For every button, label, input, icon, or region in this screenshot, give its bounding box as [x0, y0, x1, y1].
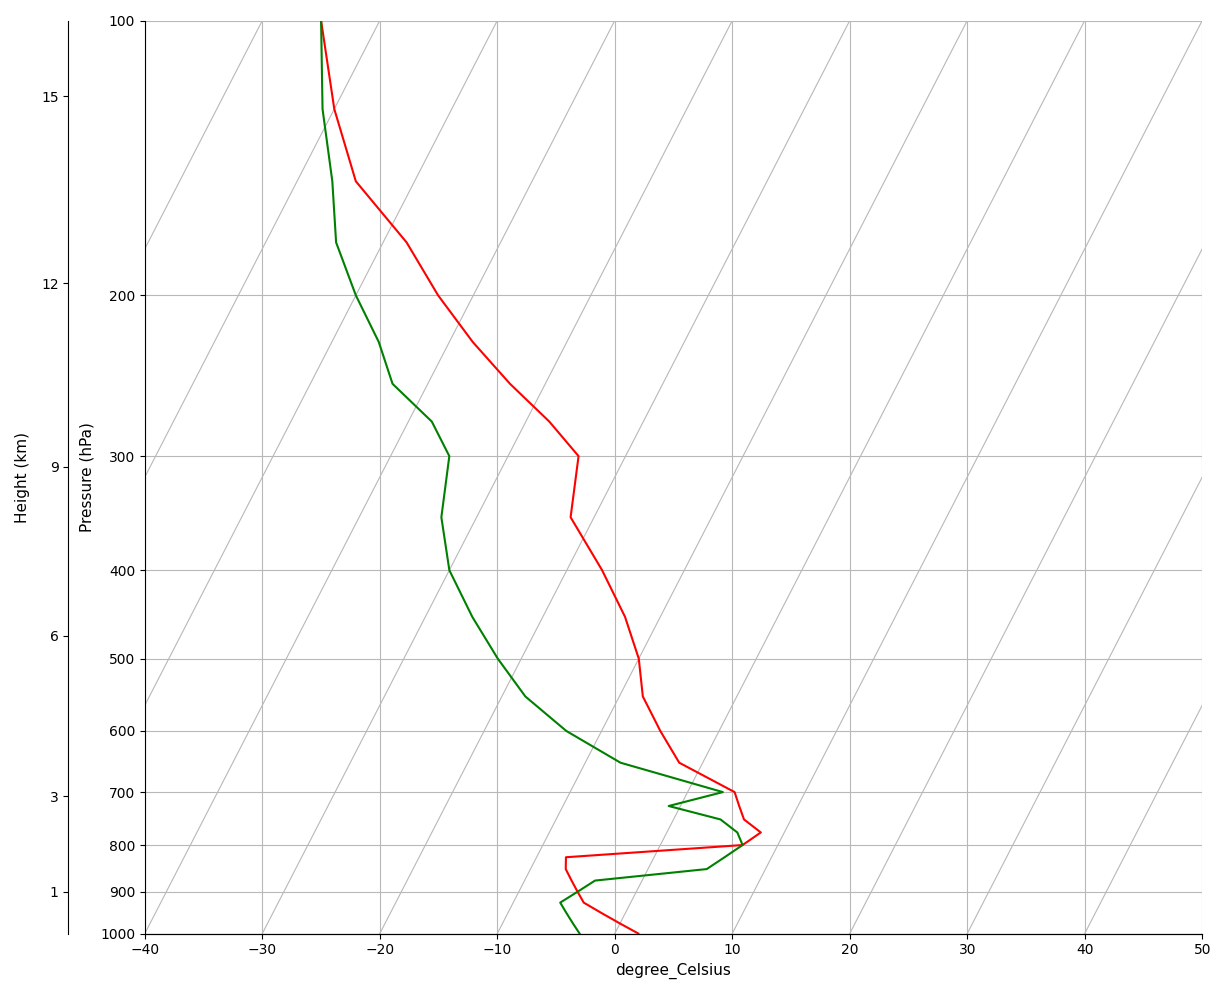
Y-axis label: Height (km): Height (km) [15, 431, 29, 523]
Y-axis label: Pressure (hPa): Pressure (hPa) [80, 422, 94, 532]
X-axis label: degree_Celsius: degree_Celsius [615, 963, 732, 979]
